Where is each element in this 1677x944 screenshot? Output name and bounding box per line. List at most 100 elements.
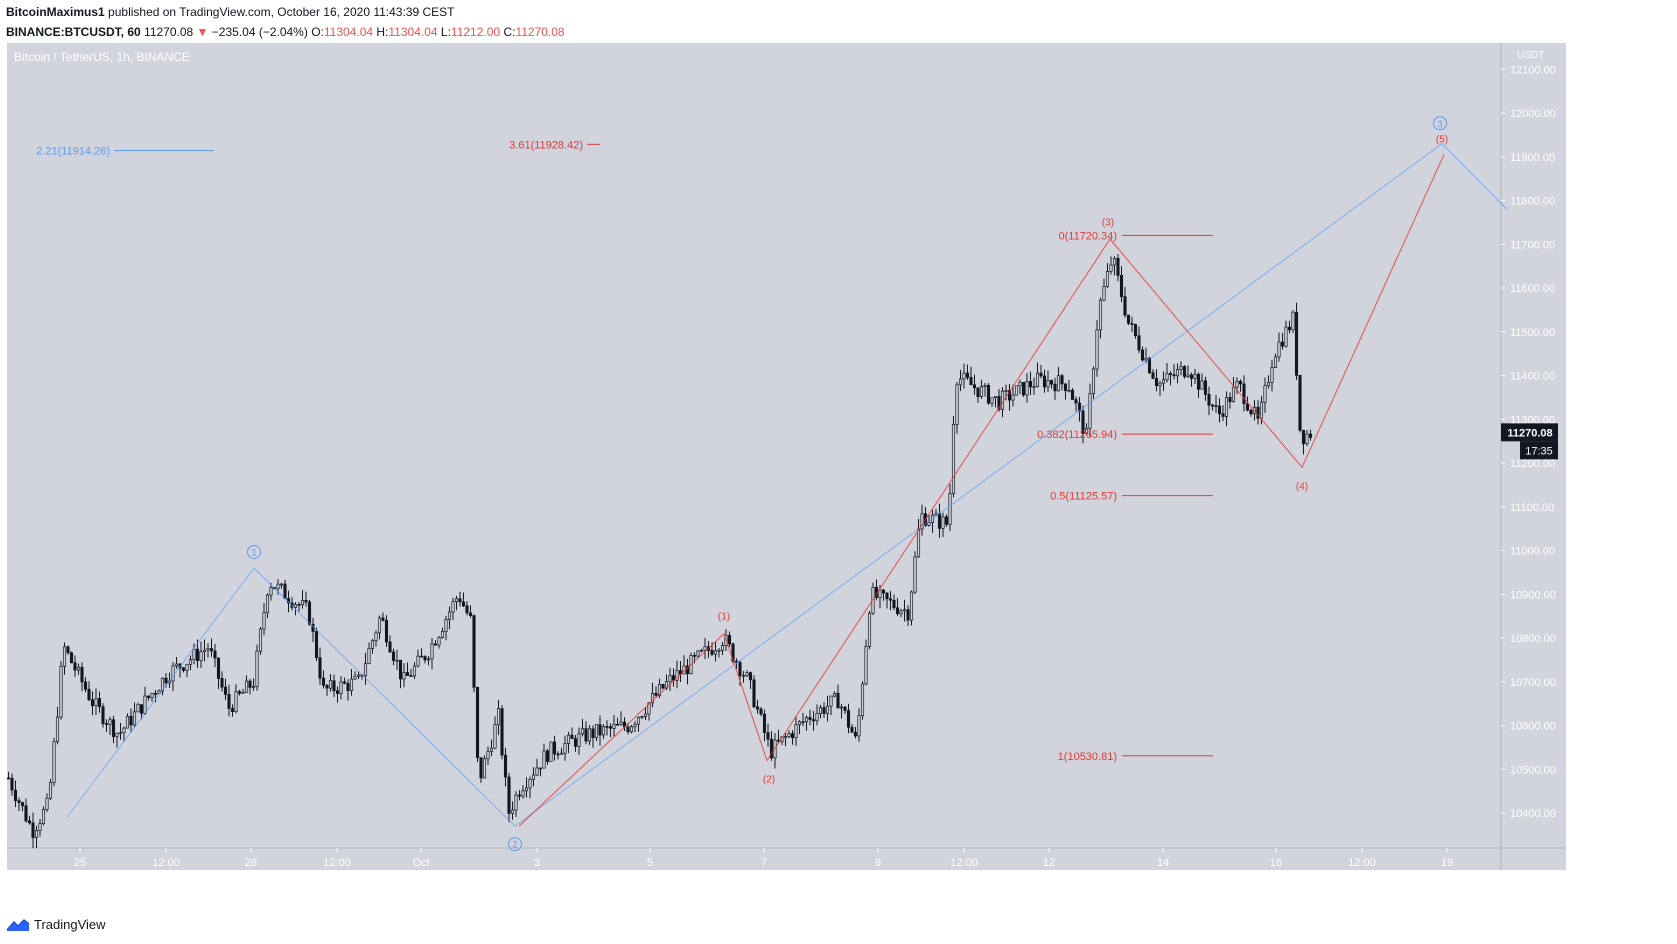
x-tick-label: 9 — [875, 857, 881, 869]
candle-body — [132, 711, 137, 726]
candle-body — [17, 800, 21, 803]
primary-wave-circle — [508, 837, 522, 852]
y-tick-label: 10800.00 — [1510, 633, 1556, 645]
price-chart[interactable]: Bitcoin / TetherUS, 1h, BINANCE USDT 104… — [0, 43, 1677, 911]
candle-body — [566, 734, 571, 744]
author-name[interactable]: BitcoinMaximus1 — [6, 5, 105, 19]
candle-body — [269, 587, 273, 596]
axis-unit: USDT — [1517, 50, 1544, 61]
candle-body — [1165, 373, 1169, 381]
close-label: C: — [503, 25, 516, 39]
candle-body — [241, 691, 245, 694]
candle-body — [1074, 399, 1078, 404]
candle-body — [328, 680, 333, 689]
candle-body — [468, 612, 473, 616]
candle-body — [349, 678, 354, 691]
candle-body — [1130, 322, 1134, 325]
candle-body — [1088, 393, 1092, 429]
candle-body — [1210, 404, 1215, 407]
candle-body — [633, 723, 637, 728]
candle-body — [1179, 366, 1183, 370]
candle-body — [76, 666, 81, 671]
candle-body — [251, 686, 256, 688]
candle-body — [244, 680, 249, 693]
x-tick-label: 12 — [1043, 857, 1055, 869]
candle-body — [626, 726, 630, 733]
candle-body — [1259, 401, 1264, 419]
candle-body — [699, 649, 704, 652]
plot-background[interactable] — [7, 43, 1501, 848]
candle-body — [538, 767, 543, 770]
candle-body — [822, 707, 826, 714]
candle-body — [143, 695, 147, 714]
candle-body — [885, 592, 889, 600]
candle-body — [916, 528, 921, 558]
candle-body — [804, 717, 809, 723]
candle-body — [1119, 274, 1124, 297]
candle-body — [370, 640, 375, 649]
candle-body — [115, 733, 119, 738]
candle-body — [1168, 373, 1173, 375]
candle-body — [717, 649, 721, 652]
candle-body — [1224, 397, 1229, 417]
publish-info: BitcoinMaximus1 published on TradingView… — [6, 4, 1666, 21]
x-tick-label: 5 — [647, 857, 653, 869]
candle-body — [1200, 380, 1204, 390]
candle-body — [1207, 394, 1211, 406]
fib-label: 1(10530.81) — [1058, 751, 1117, 763]
candle-body — [62, 646, 67, 667]
candle-body — [433, 643, 438, 646]
candle-body — [461, 601, 466, 607]
candle-body — [440, 631, 445, 638]
candle-body — [209, 648, 214, 652]
candle-body — [843, 706, 847, 711]
tradingview-footer[interactable]: TradingView — [6, 917, 106, 932]
candle-body — [1235, 380, 1239, 388]
candle-body — [808, 717, 812, 720]
time-axis[interactable] — [7, 848, 1566, 870]
candle-body — [1245, 403, 1250, 411]
candle-body — [94, 698, 98, 707]
candle-body — [892, 599, 896, 609]
candle-body — [594, 724, 599, 738]
low-value: 11212.00 — [450, 25, 501, 39]
candle-body — [720, 645, 725, 651]
candle-body — [234, 691, 238, 712]
candle-body — [934, 513, 938, 516]
candle-body — [962, 372, 966, 380]
fib-label: 0(11720.34) — [1058, 230, 1117, 242]
candle-body — [139, 704, 144, 714]
symbol-name[interactable]: BINANCE:BTCUSDT, 60 — [6, 25, 141, 39]
candle-body — [937, 513, 942, 529]
chart-title: Bitcoin / TetherUS, 1h, BINANCE — [14, 50, 190, 64]
candle-body — [710, 650, 714, 655]
candle-body — [944, 516, 949, 525]
candle-body — [38, 823, 42, 831]
candle-body — [839, 706, 844, 709]
candle-body — [405, 672, 410, 676]
candle-body — [1049, 380, 1054, 385]
candle-body — [45, 797, 49, 810]
candle-body — [192, 648, 196, 660]
candle-body — [202, 649, 207, 653]
candle-body — [69, 652, 74, 664]
x-tick-label: 25 — [74, 857, 86, 869]
change-value: −235.04 (−2.04%) — [211, 25, 308, 39]
candle-body — [55, 716, 60, 743]
candle-body — [416, 655, 420, 667]
candle-body — [587, 728, 592, 742]
candle-body — [867, 612, 872, 647]
candle-body — [90, 699, 95, 707]
candle-body — [363, 663, 368, 677]
candle-body — [1287, 326, 1292, 331]
candle-body — [563, 743, 567, 754]
candle-body — [444, 619, 448, 632]
candle-body — [146, 695, 151, 698]
candle-body — [1133, 324, 1138, 337]
x-tick-label: 7 — [761, 857, 767, 869]
candle-body — [223, 686, 228, 695]
candle-body — [1151, 372, 1155, 379]
candle-body — [685, 665, 690, 675]
candle-body — [304, 600, 308, 603]
y-tick-label: 10400.00 — [1510, 808, 1556, 820]
